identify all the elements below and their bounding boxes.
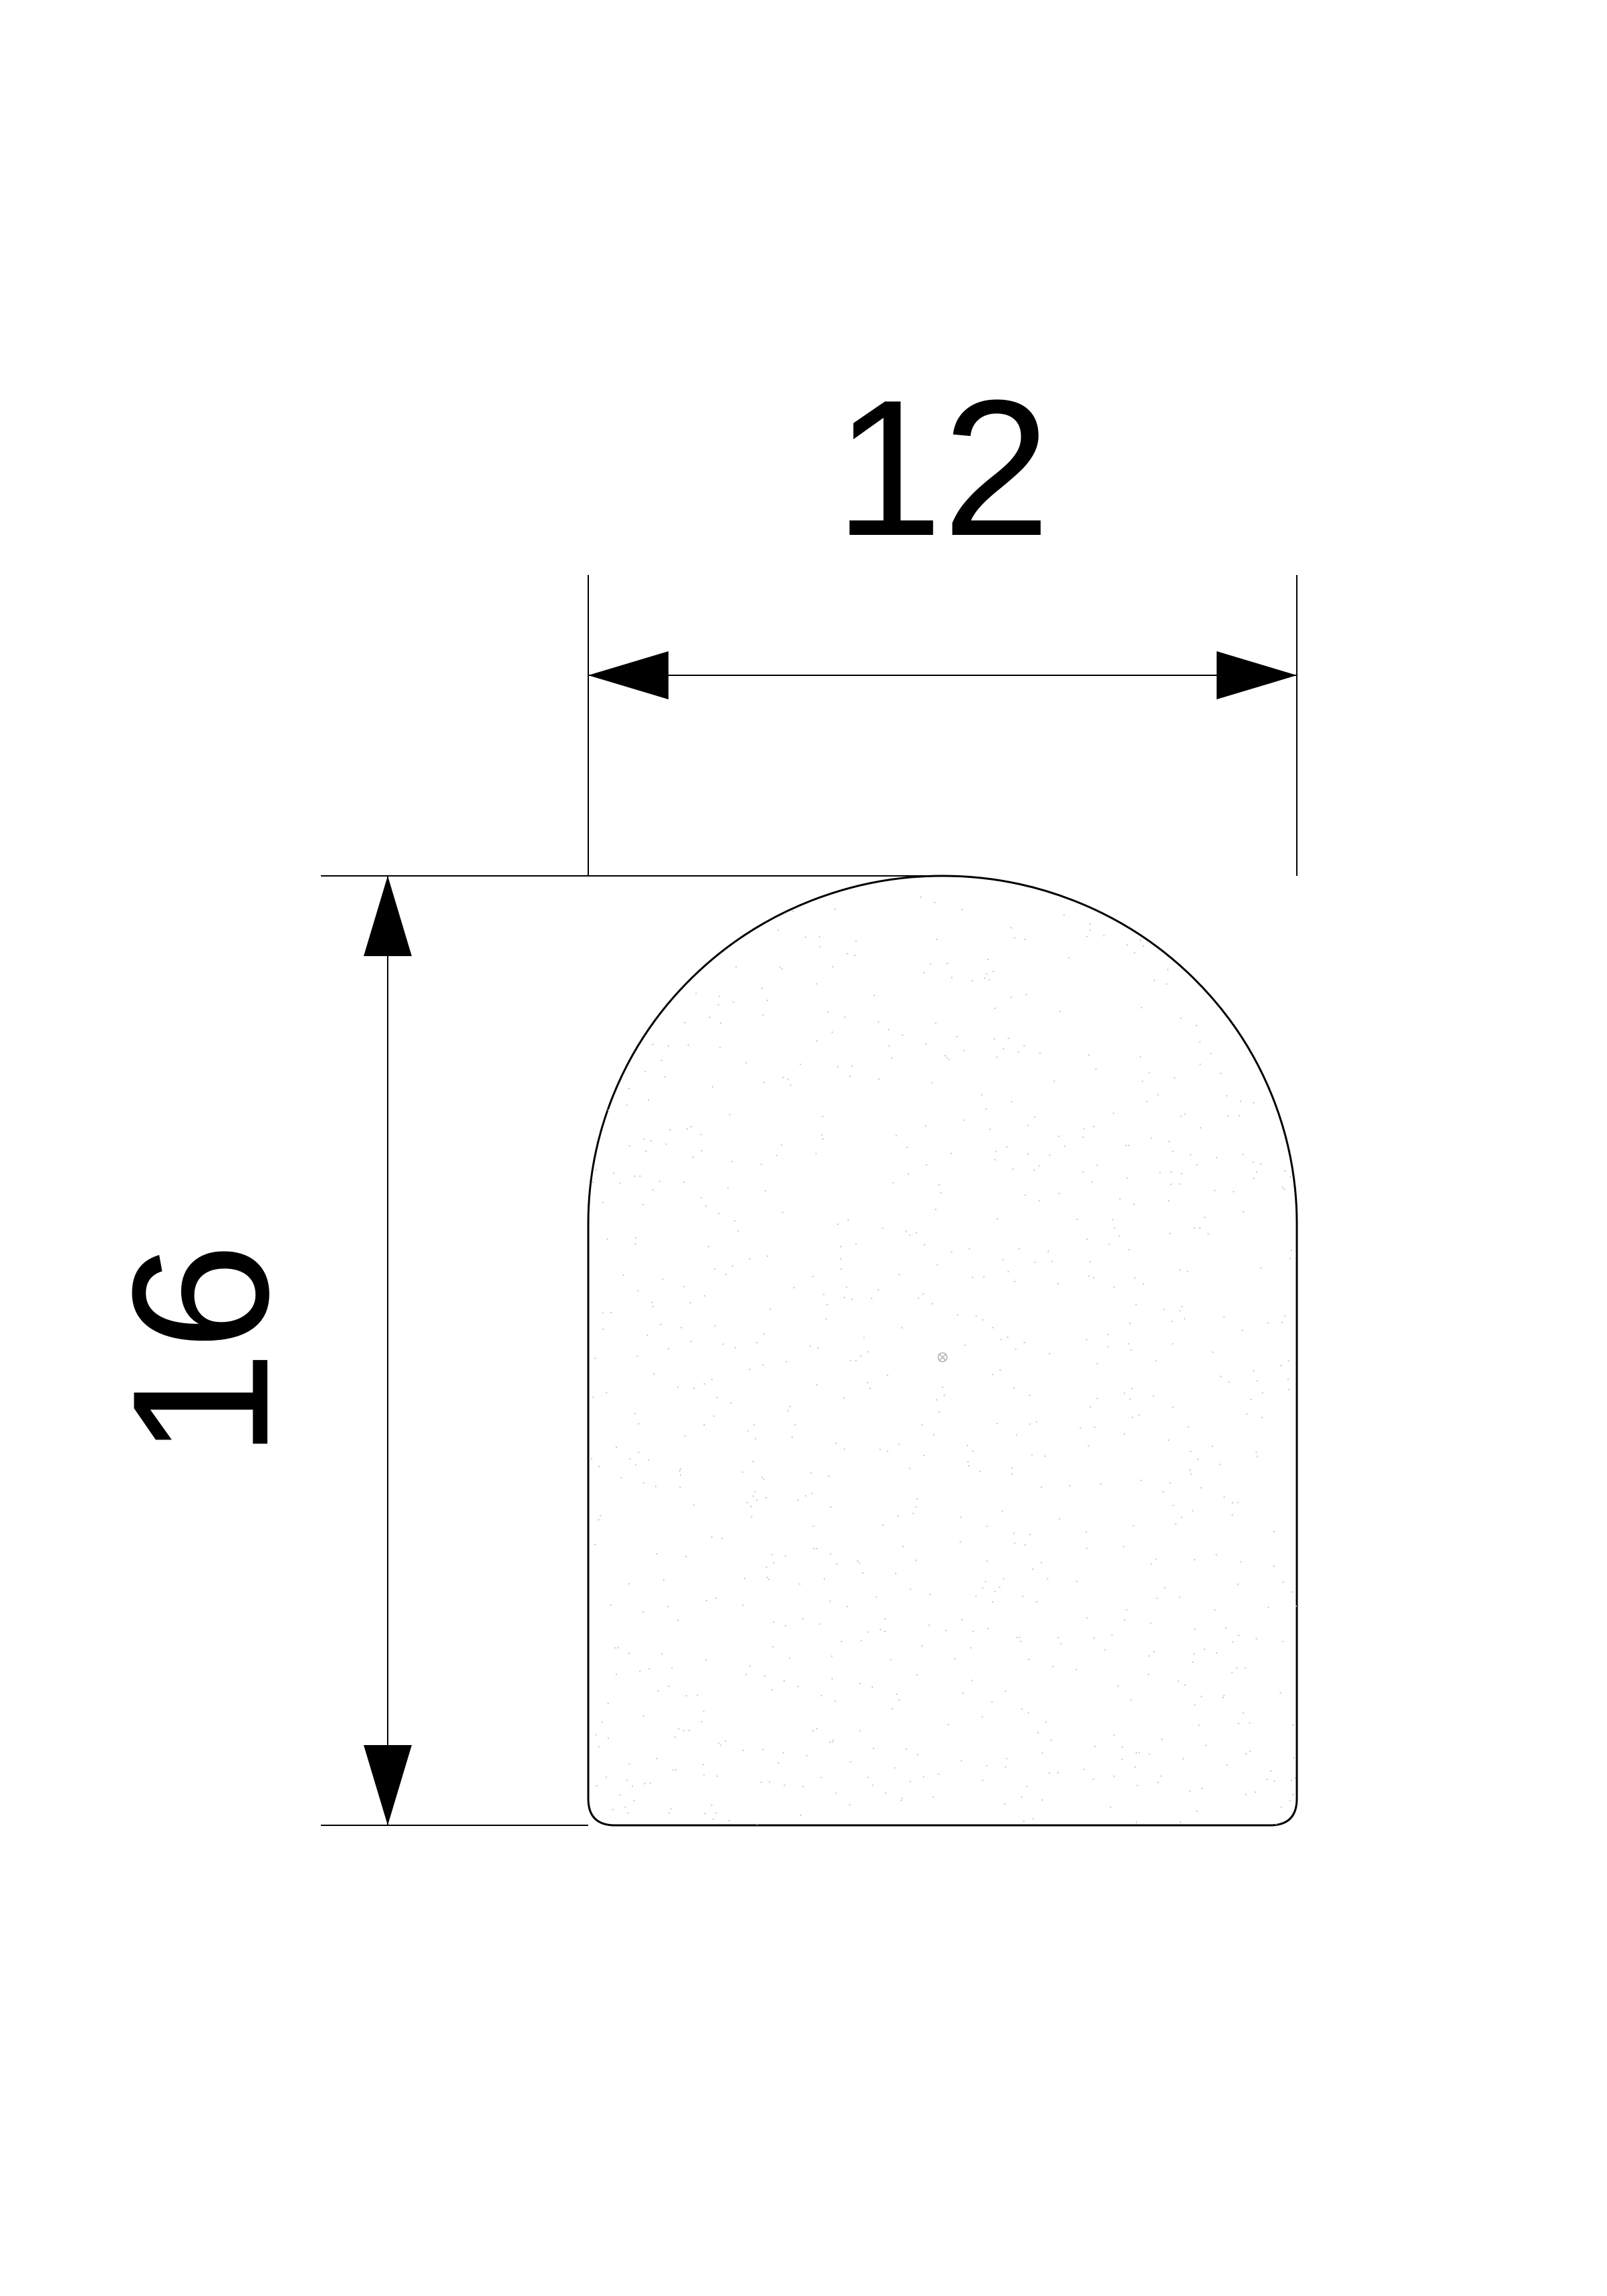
dim-width-label: 12 bbox=[835, 360, 1051, 576]
dim-height-label: 16 bbox=[92, 1243, 309, 1459]
profile-shape bbox=[588, 876, 1297, 1825]
